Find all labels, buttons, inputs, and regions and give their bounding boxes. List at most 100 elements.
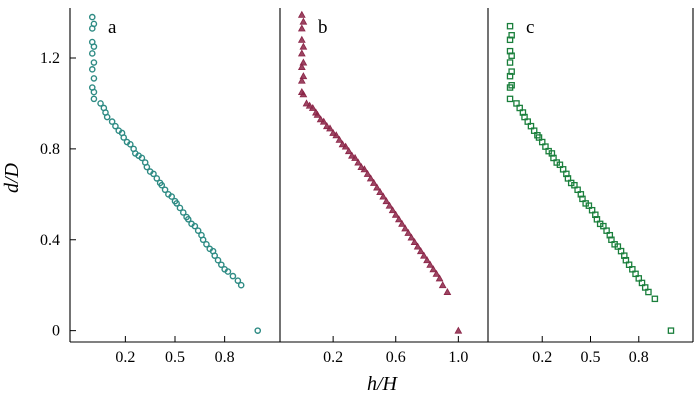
data-point (326, 124, 334, 132)
data-point (351, 153, 359, 161)
x-axis-title: h/H (367, 373, 399, 395)
data-point (354, 158, 363, 166)
x-tick-label: 0.2 (323, 349, 343, 366)
data-point (120, 134, 128, 141)
data-point (606, 231, 614, 239)
data-point (506, 72, 514, 80)
data-point (506, 22, 514, 30)
data-point (211, 252, 219, 259)
data-point (438, 281, 447, 289)
x-tick-label: 0.2 (115, 349, 135, 366)
data-point (391, 210, 400, 218)
data-point (143, 163, 151, 171)
data-point (299, 72, 308, 80)
data-point (506, 95, 514, 103)
data-point (454, 326, 463, 334)
data-point (407, 233, 416, 241)
x-tick-label: 0.6 (386, 349, 406, 366)
x-tick-label: 0.5 (581, 349, 601, 366)
data-point (413, 242, 422, 250)
data-point (297, 49, 306, 57)
data-point (88, 50, 96, 57)
panel-c: c 0.2 0.5 0.8 (506, 17, 675, 366)
data-point (161, 186, 169, 194)
data-point (394, 215, 403, 223)
data-point (90, 59, 98, 66)
data-point (199, 236, 207, 244)
x-tick-label: 0.5 (165, 349, 185, 366)
data-point (108, 118, 116, 125)
data-point (90, 75, 98, 82)
data-point (203, 240, 210, 248)
data-point (168, 193, 175, 200)
data-point (237, 281, 245, 289)
y-tick-label: 0.4 (40, 232, 60, 249)
data-point (297, 63, 306, 71)
data-point (191, 222, 199, 230)
data-point (506, 36, 514, 44)
data-point (508, 32, 515, 39)
data-point (341, 142, 350, 150)
data-point (103, 113, 111, 121)
data-point (508, 82, 515, 89)
y-tick-label: 1.2 (40, 50, 60, 67)
data-point (112, 122, 119, 130)
data-point (435, 274, 444, 282)
data-point (404, 228, 413, 236)
data-point (90, 95, 98, 103)
data-point (313, 110, 322, 118)
data-point (376, 188, 384, 196)
data-point (577, 191, 585, 198)
data-point (194, 227, 202, 234)
data-point (308, 103, 317, 111)
data-point (229, 272, 237, 280)
data-point (506, 59, 514, 66)
panel-b: b 0.2 0.6 1.0 (297, 10, 468, 366)
data-point (432, 269, 441, 277)
data-point (548, 150, 556, 157)
data-point (97, 100, 104, 107)
data-point (651, 295, 659, 303)
data-point (621, 252, 628, 259)
data-point (363, 169, 372, 177)
data-point (443, 287, 452, 295)
data-point (224, 268, 232, 275)
data-point (88, 13, 96, 21)
data-point (508, 52, 515, 59)
data-point (420, 251, 428, 259)
data-point (426, 260, 435, 268)
data-point (153, 175, 161, 182)
data-point (385, 201, 394, 209)
panel-a: a 0.2 0.5 0.8 (88, 13, 262, 366)
data-point (398, 219, 406, 227)
data-point (592, 211, 599, 219)
data-point (645, 288, 652, 296)
data-point (519, 109, 527, 116)
data-point (299, 58, 308, 66)
y-axis-title: d/D (1, 162, 23, 193)
data-point (218, 261, 225, 269)
panel-label: b (318, 17, 328, 38)
data-point (138, 154, 146, 162)
data-point (667, 327, 675, 334)
y-tick-label: 0 (52, 323, 60, 340)
data-point (388, 206, 397, 214)
data-point (234, 277, 242, 284)
x-tick-label: 0.8 (215, 349, 235, 366)
data-point (319, 117, 328, 125)
data-point (299, 90, 308, 98)
data-point (254, 327, 262, 334)
data-point (335, 135, 344, 143)
data-point (158, 181, 166, 189)
data-point (401, 224, 410, 232)
y-tick-label: 0.8 (40, 141, 60, 158)
data-point (299, 42, 308, 50)
data-point (179, 209, 187, 216)
data-point (88, 66, 96, 73)
data-point (297, 35, 306, 43)
data-point (173, 200, 180, 207)
data-point (90, 20, 98, 28)
data-point (299, 17, 308, 25)
data-point (382, 197, 391, 205)
